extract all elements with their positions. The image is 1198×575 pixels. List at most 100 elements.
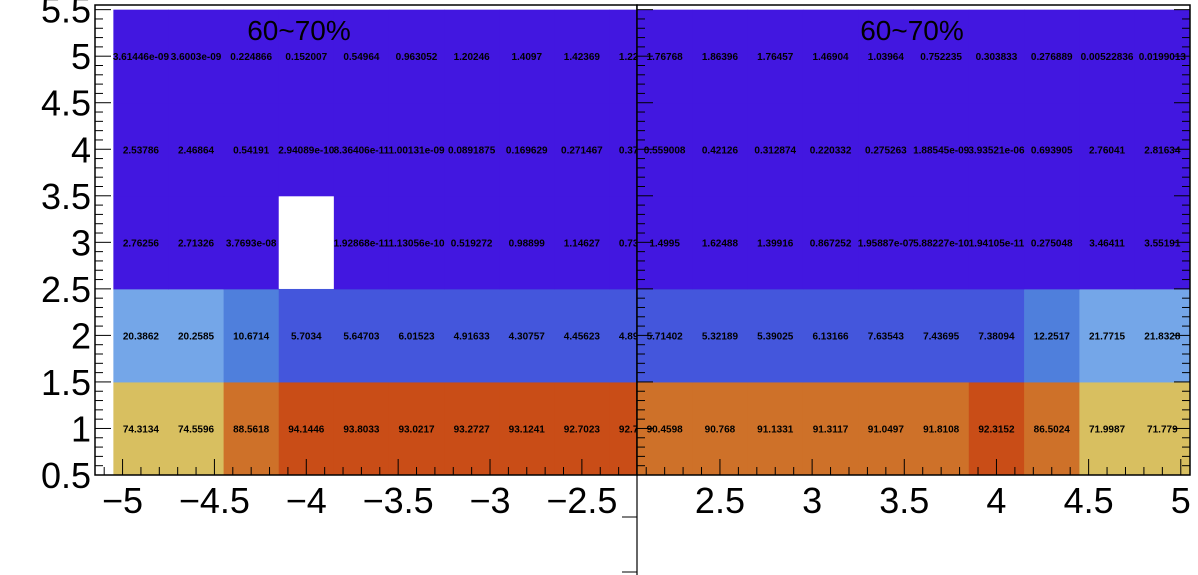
heatmap-cell — [168, 102, 225, 197]
cell-value-label: 6.13166 — [812, 331, 849, 342]
cell-value-label: 71.9987 — [1089, 424, 1126, 435]
heatmap-cell — [609, 9, 638, 104]
cell-value-label: 20.3862 — [123, 331, 160, 342]
y-tick-label: 4 — [71, 129, 91, 170]
cell-value-label: 5.32189 — [702, 331, 739, 342]
cell-value-label: 1.4097 — [511, 52, 542, 63]
chart-title: 60~70% — [860, 15, 964, 46]
cell-value-label: 93.2727 — [454, 424, 491, 435]
y-tick-label: 2 — [71, 315, 91, 356]
cell-value-label: 2.76256 — [123, 238, 160, 249]
cell-value-label: 0.275048 — [1031, 238, 1073, 249]
cell-value-label: 90.4598 — [647, 424, 684, 435]
cell-value-label: 1.14627 — [564, 238, 601, 249]
heatmap-cell — [1079, 288, 1136, 383]
x-tick-label: 4 — [986, 480, 1006, 521]
heatmap-cell — [499, 102, 555, 197]
cell-value-label: 1.88545e-09 — [913, 145, 970, 156]
cell-value-label: 1.62488 — [702, 238, 739, 249]
heatmap-cell — [802, 9, 859, 104]
y-tick-label: 5.5 — [41, 0, 91, 31]
cell-value-label: 1.4995 — [649, 238, 680, 249]
heatmap-cell — [444, 9, 500, 104]
cell-value-label: 0.98899 — [509, 238, 546, 249]
heatmap-cell — [609, 381, 638, 476]
cell-value-label: 0.271467 — [561, 145, 603, 156]
cell-value-label: 91.1331 — [757, 424, 794, 435]
heatmap-cell — [747, 288, 804, 383]
heatmap-cell — [223, 195, 280, 290]
cell-value-label: 91.8108 — [923, 424, 960, 435]
heatmap-cell — [1024, 381, 1080, 476]
cell-value-label: 3.7693e-08 — [226, 238, 277, 249]
cell-value-label: 7.43695 — [923, 331, 960, 342]
cell-value-label: 86.5024 — [1034, 424, 1071, 435]
cell-value-label: 12.2517 — [1034, 331, 1071, 342]
heatmap-cell — [609, 288, 638, 383]
cell-value-label: 0.312874 — [754, 145, 796, 156]
y-tick-label: 3 — [71, 222, 91, 263]
cell-value-label: 0.867252 — [810, 238, 852, 249]
cell-value-label: 0.559008 — [644, 145, 686, 156]
cell-value-label: 0.220332 — [810, 145, 852, 156]
heatmap-cell — [333, 381, 390, 476]
heatmap-cell — [692, 288, 749, 383]
y-tick-label: 1 — [71, 408, 91, 449]
heatmap-cell — [858, 195, 914, 290]
heatmap-cell — [168, 288, 225, 383]
cell-value-label: 93.1241 — [509, 424, 546, 435]
cell-value-label: 1.00131e-09 — [388, 145, 445, 156]
heatmap-cell — [802, 288, 859, 383]
heatmap-cell — [968, 9, 1025, 104]
heatmap-cell — [858, 288, 914, 383]
cell-value-label: 91.3117 — [813, 424, 849, 435]
cell-value-label: 7.63543 — [868, 331, 905, 342]
x-tick-label: −4 — [286, 480, 327, 521]
cell-value-label: 5.7034 — [291, 331, 322, 342]
cell-value-label: 88.5618 — [233, 424, 270, 435]
heatmap-cell — [692, 102, 749, 197]
heatmap-cell — [913, 195, 970, 290]
heatmap-cell — [968, 102, 1025, 197]
cell-value-label: 0.0199013 — [1139, 52, 1187, 63]
cell-value-label: 0.303833 — [976, 52, 1018, 63]
heatmap-cell — [499, 381, 555, 476]
heatmap-cell — [444, 102, 500, 197]
cell-value-label: 0.963052 — [396, 52, 438, 63]
x-tick-label: 3 — [802, 480, 822, 521]
chart-title: 60~70% — [247, 15, 351, 46]
y-tick-label: 5 — [71, 36, 91, 77]
cell-value-label: 1.94105e-11 — [969, 238, 1025, 249]
heatmap-cell — [113, 102, 169, 197]
cell-value-label: 3.6003e-09 — [171, 52, 222, 63]
heatmap-cell — [913, 102, 970, 197]
cell-value-label: 1.13056e-10 — [388, 238, 445, 249]
heatmap-cell — [1079, 9, 1136, 104]
y-axis: 0.5 1 1.5 2 2.5 3 3.5 4 4.5 5 5.5 — [41, 0, 111, 496]
heatmap-cell — [499, 288, 555, 383]
y-tick-label: 0.5 — [41, 455, 91, 496]
heatmap-cell — [444, 288, 500, 383]
cell-value-label: 3.93521e-06 — [968, 145, 1025, 156]
cell-value-label: 4.91633 — [454, 331, 491, 342]
x-tick-label: 2.5 — [695, 480, 745, 521]
heatmap-cell — [913, 381, 970, 476]
cell-value-label: 5.71402 — [647, 331, 684, 342]
y-tick-label: 1.5 — [41, 362, 91, 403]
heatmap-cell — [168, 9, 225, 104]
cell-value-label: 5.64703 — [343, 331, 380, 342]
heatmap-cell — [802, 102, 859, 197]
heatmap-cell — [747, 9, 804, 104]
heatmap-cell — [913, 9, 970, 104]
heatmap-cell — [223, 288, 280, 383]
heatmap-cell — [223, 9, 280, 104]
heatmap-panels: 74.3134 74.5596 88.5618 94.1446 93.8033 93.02… — [41, 0, 1191, 575]
heatmap-cell — [609, 102, 638, 197]
heatmap-cell — [444, 195, 500, 290]
heatmap-cell — [802, 195, 859, 290]
cell-value-label: 92.3152 — [978, 424, 1015, 435]
heatmap-cell — [858, 102, 914, 197]
x-tick-label: −4.5 — [179, 480, 250, 521]
plot-frame — [636, 4, 1191, 476]
cell-value-label: 91.0497 — [868, 424, 905, 435]
